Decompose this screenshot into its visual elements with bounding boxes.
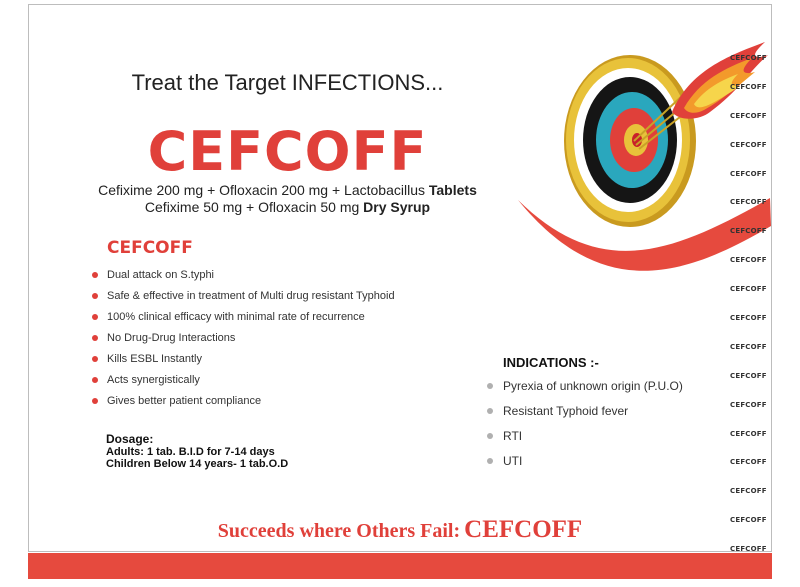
brand-title: CEFCOFF [147, 120, 428, 183]
feature-item: Gives better patient compliance [92, 394, 395, 415]
indication-item: RTI [487, 429, 683, 454]
feature-item: Kills ESBL Instantly [92, 352, 395, 373]
strip-item: CEFCOFF [730, 314, 767, 323]
strip-item: CEFCOFF [730, 140, 767, 149]
composition-tablets-form: Tablets [428, 182, 477, 198]
feature-item: No Drug-Drug Interactions [92, 331, 395, 352]
feature-item: Dual attack on S.typhi [92, 268, 395, 289]
footer-slogan-text: Succeeds where Others Fail: [217, 520, 461, 542]
strip-item: CEFCOFF [730, 54, 767, 62]
flame-icon [672, 42, 768, 119]
composition-syrup: Cefixime 50 mg + Ofloxacin 50 mg Dry Syr… [0, 199, 575, 215]
feature-item: 100% clinical efficacy with minimal rate… [92, 310, 395, 331]
strip-item: CEFCOFF [730, 371, 767, 380]
strip-item: CEFCOFF [730, 545, 767, 554]
red-swoosh-shape [518, 198, 771, 271]
footer-slogan: Succeeds where Others Fail: CEFCOFF [0, 516, 800, 544]
footer-brand: CEFCOFF [464, 516, 583, 543]
composition-syrup-text: Cefixime 50 mg + Ofloxacin 50 mg [144, 199, 360, 215]
indications-list: Pyrexia of unknown origin (P.U.O) Resist… [487, 379, 683, 479]
dosage-block: Dosage: Adults: 1 tab. B.I.D for 7-14 da… [106, 433, 288, 470]
dosage-children: Children Below 14 years- 1 tab.O.D [106, 458, 289, 470]
indications-title: INDICATIONS :- [503, 355, 599, 370]
indication-item: Pyrexia of unknown origin (P.U.O) [487, 379, 683, 404]
dosage-adults: Adults: 1 tab. B.I.D for 7-14 days [106, 446, 275, 458]
composition-tablets-text: Cefixime 200 mg + Ofloxacin 200 mg + Lac… [98, 182, 425, 198]
dosage-title: Dosage: [106, 432, 154, 446]
indication-item: Resistant Typhoid fever [487, 404, 683, 429]
strip-item: CEFCOFF [730, 256, 767, 265]
features-title: CEFCOFF [107, 238, 193, 258]
strip-item: CEFCOFF [730, 169, 767, 178]
strip-item: CEFCOFF [730, 227, 767, 236]
strip-item: CEFCOFF [730, 400, 767, 409]
feature-item: Acts synergistically [92, 373, 395, 394]
strip-item: CEFCOFF [730, 111, 767, 120]
feature-item: Safe & effective in treatment of Multi d… [92, 289, 395, 310]
strip-item: CEFCOFF [730, 429, 767, 438]
composition-syrup-form: Dry Syrup [363, 199, 431, 215]
tagline: Treat the Target INFECTIONS... [131, 70, 444, 95]
strip-item: CEFCOFF [730, 458, 767, 467]
bottom-red-bar [28, 553, 772, 579]
dartboard-icon [564, 55, 696, 227]
strip-item: CEFCOFF [730, 82, 767, 91]
strip-item: CEFCOFF [730, 285, 767, 294]
strip-item: CEFCOFF [730, 487, 767, 496]
features-list: Dual attack on S.typhi Safe & effective … [92, 268, 395, 415]
strip-item: CEFCOFF [730, 342, 767, 351]
indication-item: UTI [487, 454, 683, 479]
side-brand-strip: CEFCOFF CEFCOFF CEFCOFF CEFCOFF CEFCOFF … [730, 54, 767, 574]
strip-item: CEFCOFF [730, 516, 767, 525]
strip-item: CEFCOFF [730, 198, 767, 207]
composition-tablets: Cefixime 200 mg + Ofloxacin 200 mg + Lac… [0, 182, 575, 198]
